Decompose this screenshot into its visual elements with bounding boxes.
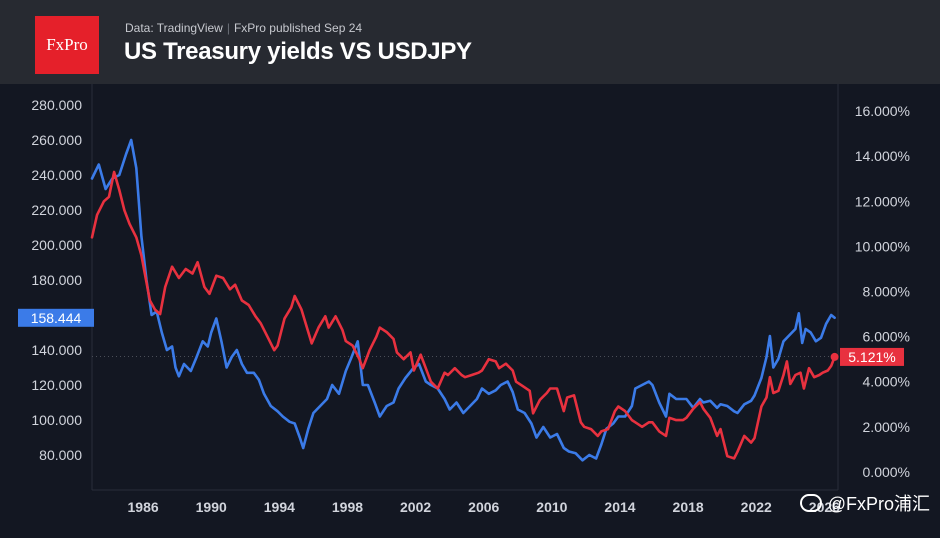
right-tick-label: 4.000% bbox=[863, 374, 910, 390]
header: FxPro Data: TradingView | FxPro published … bbox=[0, 0, 940, 84]
left-tick-label: 80.000 bbox=[39, 447, 82, 463]
x-tick-label: 1998 bbox=[332, 499, 363, 515]
separator: | bbox=[226, 21, 230, 35]
left-tick-label: 140.000 bbox=[31, 342, 82, 358]
right-tick-label: 6.000% bbox=[863, 329, 910, 345]
chart-title: US Treasury yields VS USDJPY bbox=[124, 38, 472, 65]
data-source: Data: TradingView bbox=[125, 21, 223, 35]
x-tick-label: 2010 bbox=[536, 499, 567, 515]
right-tick-label: 10.000% bbox=[855, 238, 910, 254]
left-tick-label: 240.000 bbox=[31, 167, 82, 183]
right-tick-label: 8.000% bbox=[863, 284, 910, 300]
source-line: Data: TradingView | FxPro published Sep 24 bbox=[125, 21, 362, 35]
chart: 80.000100.000120.000140.000160.000180.00… bbox=[18, 84, 910, 515]
left-tick-label: 260.000 bbox=[31, 132, 82, 148]
usdjpy-line bbox=[90, 138, 836, 462]
x-tick-label: 2002 bbox=[400, 499, 431, 515]
x-tick-label: 1994 bbox=[264, 499, 295, 515]
wechat-icon bbox=[799, 494, 822, 512]
usdjpy-value-label: 158.444 bbox=[31, 310, 82, 326]
x-tick-label: 1986 bbox=[128, 499, 159, 515]
x-tick-label: 2014 bbox=[604, 499, 635, 515]
watermark: @FxPro浦汇 bbox=[799, 490, 930, 516]
right-tick-label: 12.000% bbox=[855, 193, 910, 209]
yield-value-badge bbox=[840, 347, 904, 366]
left-tick-label: 200.000 bbox=[31, 237, 82, 253]
yield-value-label: 5.121% bbox=[848, 349, 895, 365]
x-tick-label: 2006 bbox=[468, 499, 499, 515]
left-tick-label: 220.000 bbox=[31, 202, 82, 218]
right-tick-label: 0.000% bbox=[863, 464, 910, 480]
right-tick-label: 2.000% bbox=[863, 419, 910, 435]
right-tick-label: 16.000% bbox=[855, 103, 910, 119]
fxpro-logo: FxPro bbox=[35, 16, 99, 74]
yield-last-point bbox=[830, 352, 839, 361]
left-tick-label: 180.000 bbox=[31, 272, 82, 288]
x-tick-label: 1990 bbox=[196, 499, 227, 515]
watermark-text: @FxPro浦汇 bbox=[827, 494, 930, 514]
usdjpy-value-badge bbox=[18, 308, 94, 327]
published-date: FxPro published Sep 24 bbox=[233, 21, 363, 35]
x-tick-label: 2022 bbox=[741, 499, 772, 515]
yield-line bbox=[90, 170, 836, 460]
right-tick-label: 14.000% bbox=[855, 148, 910, 164]
left-tick-label: 280.000 bbox=[31, 97, 82, 113]
left-tick-label: 120.000 bbox=[31, 377, 82, 393]
left-tick-label: 100.000 bbox=[31, 412, 82, 428]
x-tick-label: 2018 bbox=[673, 499, 704, 515]
